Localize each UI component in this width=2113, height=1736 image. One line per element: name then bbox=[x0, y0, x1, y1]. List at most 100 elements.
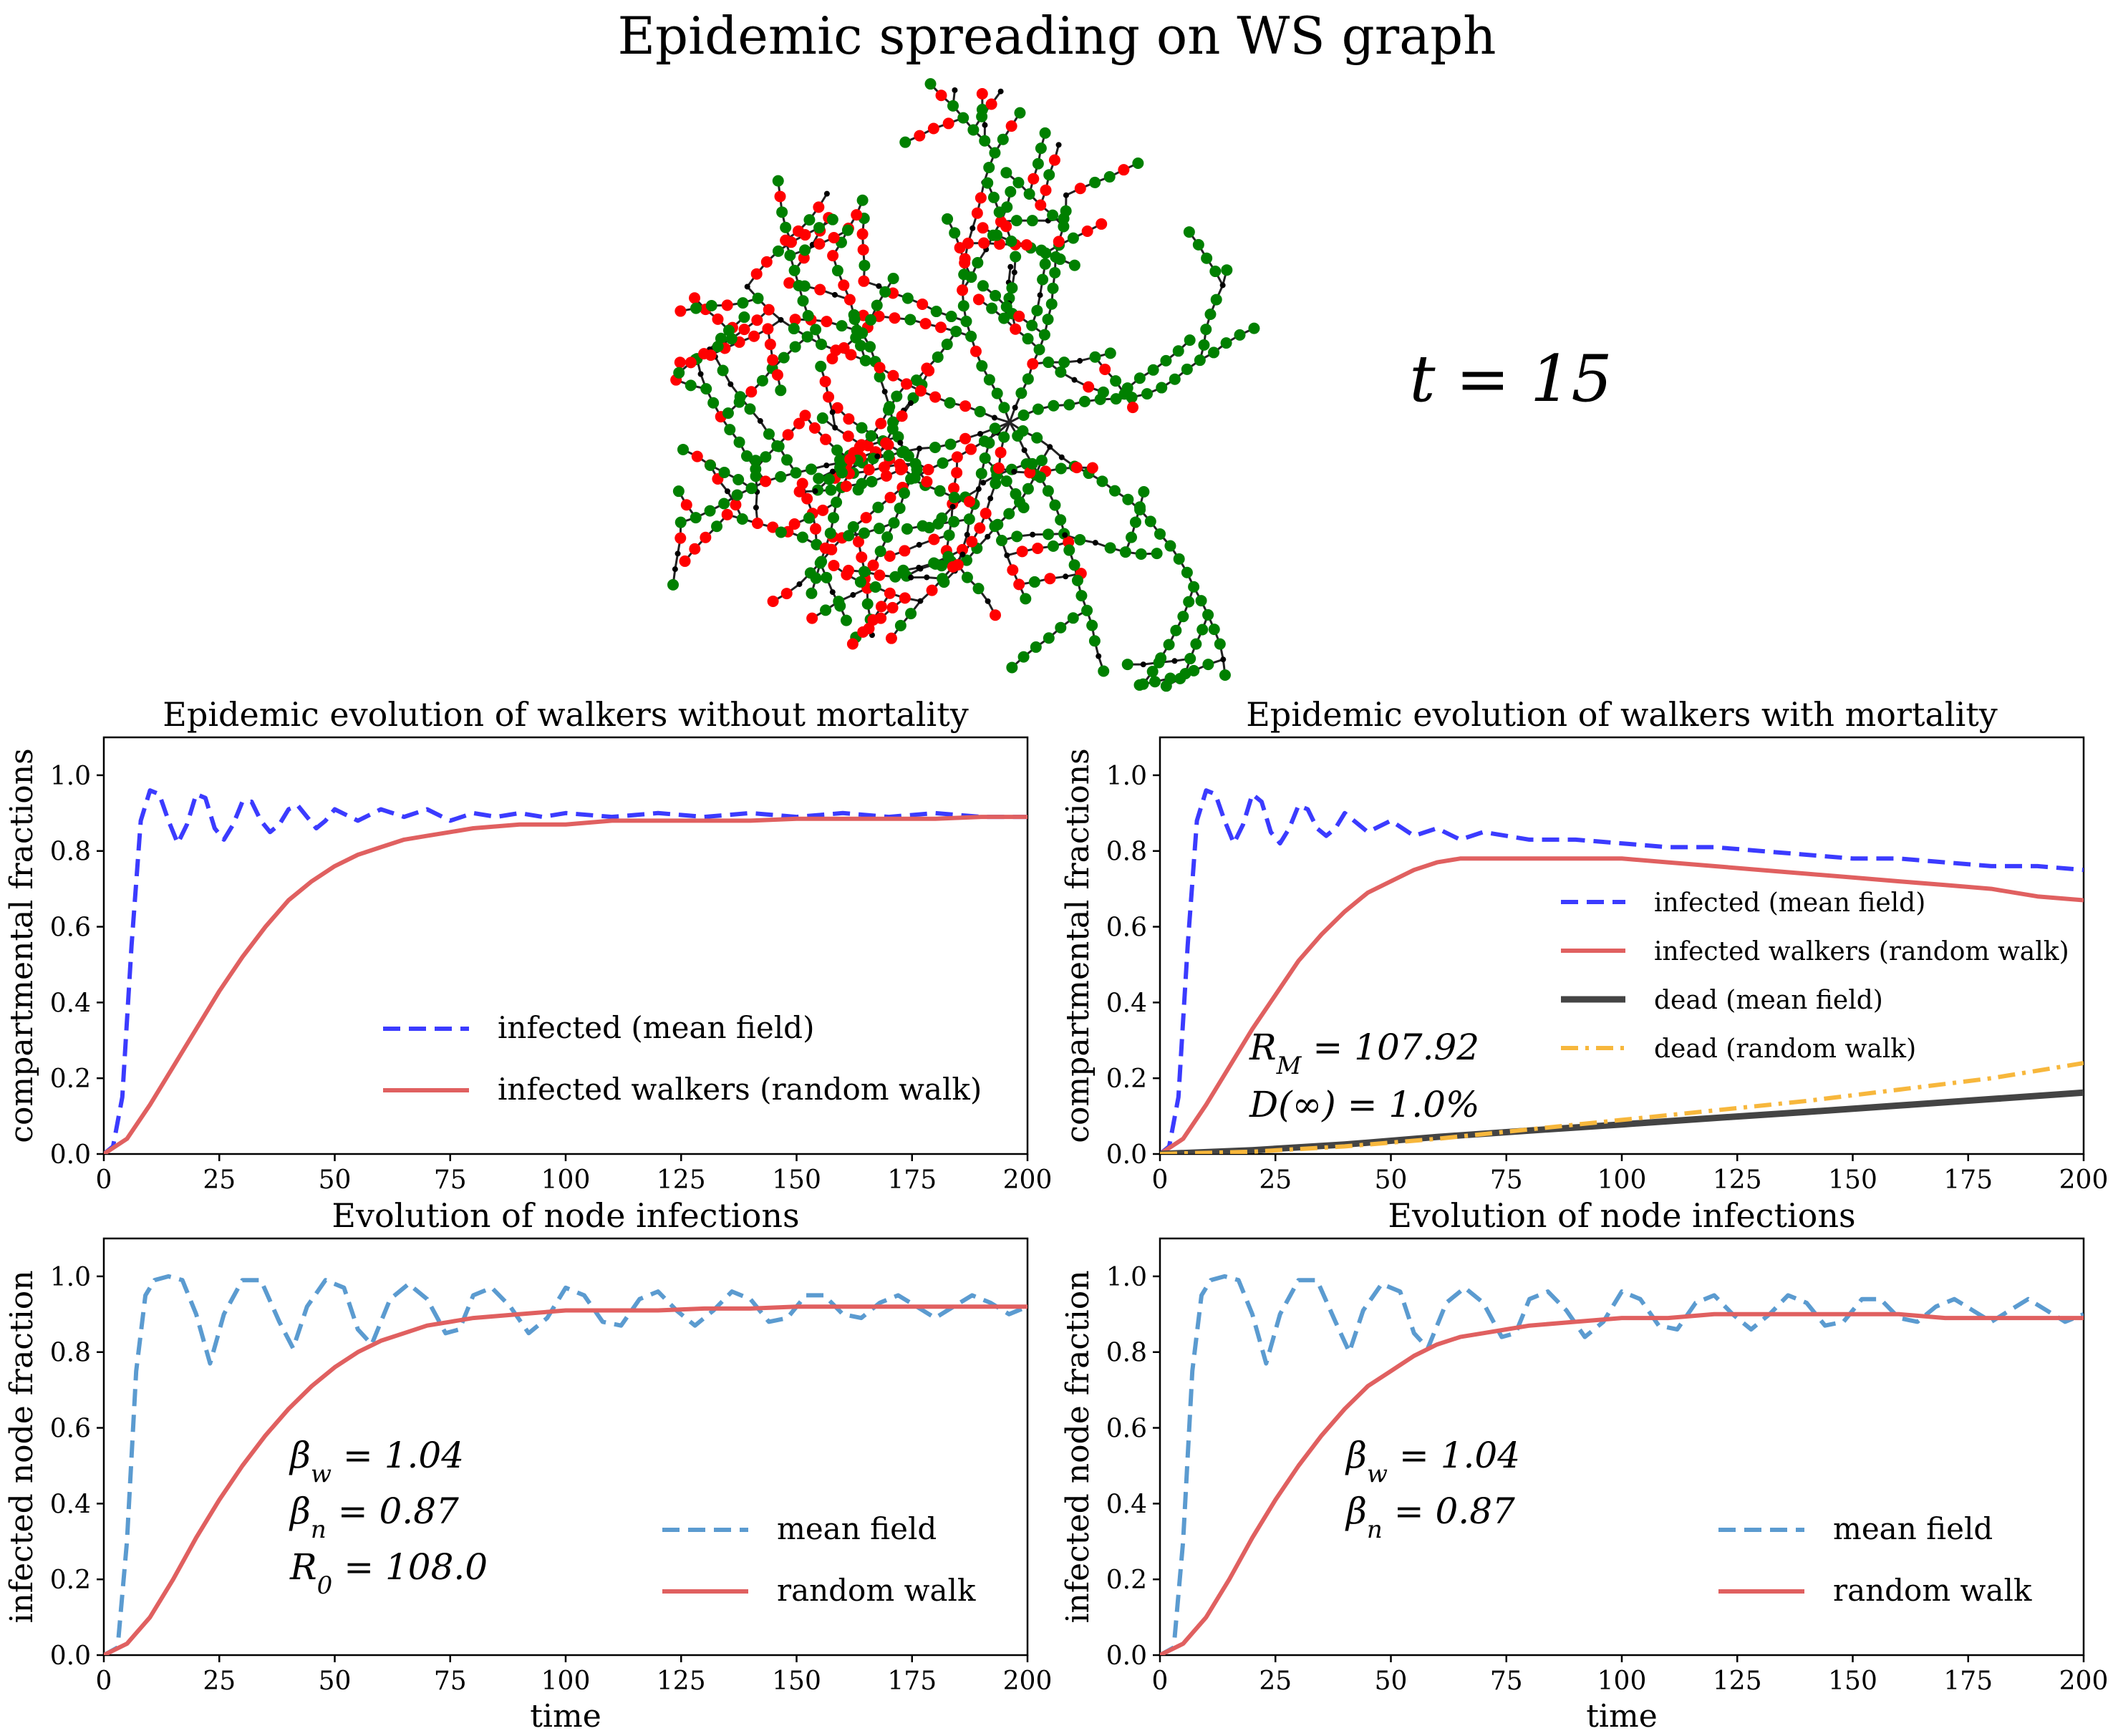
x-tick-label: 0 bbox=[1152, 1667, 1169, 1696]
x-tick-label: 50 bbox=[319, 1165, 352, 1195]
x-tick-label: 200 bbox=[1003, 1667, 1053, 1696]
x-tick-label: 25 bbox=[1259, 1667, 1292, 1696]
x-tick-label: 25 bbox=[1259, 1165, 1292, 1195]
annotation: βw = 1.04 bbox=[289, 1435, 464, 1488]
legend-label: mean field bbox=[777, 1511, 937, 1546]
figure-title: Epidemic spreading on WS graph bbox=[617, 6, 1496, 66]
chart-panels: Epidemic evolution of walkers without mo… bbox=[4, 695, 2108, 1735]
x-tick-label: 150 bbox=[772, 1165, 821, 1195]
x-tick-label: 100 bbox=[541, 1667, 591, 1696]
chart-title: Epidemic evolution of walkers without mo… bbox=[163, 695, 968, 734]
x-tick-label: 75 bbox=[434, 1165, 467, 1195]
y-tick-label: 0.4 bbox=[50, 1490, 91, 1519]
annotation: D(∞) = 1.0% bbox=[1249, 1084, 1479, 1125]
y-tick-label: 1.0 bbox=[50, 762, 91, 791]
x-tick-label: 100 bbox=[1597, 1165, 1647, 1195]
x-tick-label: 0 bbox=[96, 1165, 112, 1195]
y-tick-label: 0.6 bbox=[1106, 913, 1147, 943]
legend: infected (mean field) infected walkers (r… bbox=[383, 1010, 982, 1107]
series-line-1 bbox=[1160, 1274, 2084, 1655]
chart-title: Epidemic evolution of walkers with morta… bbox=[1246, 695, 1998, 734]
x-tick-label: 175 bbox=[887, 1165, 937, 1195]
x-tick-label: 200 bbox=[1003, 1165, 1053, 1195]
x-tick-label: 175 bbox=[1943, 1667, 1993, 1696]
network-graph-visualization bbox=[667, 78, 1260, 692]
legend-label: dead (random walk) bbox=[1654, 1034, 1916, 1064]
x-tick-label: 200 bbox=[2059, 1667, 2109, 1696]
legend: mean field random walk bbox=[662, 1511, 976, 1608]
series-line-2 bbox=[104, 1304, 1028, 1655]
y-tick-label: 0.2 bbox=[50, 1566, 91, 1595]
y-axis-label: infected node fraction bbox=[1060, 1270, 1096, 1623]
series-line-2 bbox=[104, 815, 1028, 1154]
series-line-1 bbox=[104, 788, 1028, 1154]
legend-label: dead (mean field) bbox=[1654, 986, 1883, 1015]
x-tick-label: 125 bbox=[657, 1165, 706, 1195]
y-tick-label: 0.0 bbox=[1106, 1642, 1147, 1671]
legend-label: mean field bbox=[1833, 1511, 1993, 1546]
y-tick-label: 0.8 bbox=[50, 1339, 91, 1368]
series-line-2 bbox=[1160, 1311, 2084, 1655]
y-tick-label: 0.0 bbox=[50, 1642, 91, 1671]
y-tick-label: 0.2 bbox=[1106, 1566, 1147, 1595]
y-axis-label: compartmental fractions bbox=[1060, 748, 1096, 1143]
legend-label: infected (mean field) bbox=[1654, 888, 1925, 918]
x-tick-label: 50 bbox=[319, 1667, 352, 1696]
x-tick-label: 150 bbox=[1828, 1667, 1877, 1696]
y-tick-label: 0.8 bbox=[1106, 838, 1147, 867]
y-axis-label: infected node fraction bbox=[4, 1270, 40, 1623]
y-tick-label: 0.2 bbox=[50, 1065, 91, 1094]
chart-panel-1: Epidemic evolution of walkers without mo… bbox=[4, 695, 1052, 1195]
legend-label: infected walkers (random walk) bbox=[498, 1072, 982, 1107]
legend-label: random walk bbox=[1833, 1573, 2032, 1608]
x-axis-label: time bbox=[530, 1698, 601, 1735]
x-tick-label: 50 bbox=[1375, 1667, 1408, 1696]
series-line-4 bbox=[1160, 1061, 2084, 1154]
y-tick-label: 0.8 bbox=[50, 838, 91, 867]
legend-label: infected walkers (random walk) bbox=[1654, 937, 2069, 966]
x-tick-label: 100 bbox=[1597, 1667, 1647, 1696]
x-tick-label: 125 bbox=[1713, 1165, 1762, 1195]
legend: mean field random walk bbox=[1718, 1511, 2032, 1608]
y-tick-label: 0.4 bbox=[1106, 989, 1147, 1018]
y-tick-label: 1.0 bbox=[1106, 762, 1147, 791]
x-tick-label: 150 bbox=[772, 1667, 821, 1696]
chart-panel-3: Evolution of node infections 0 25 50 75 100 12… bbox=[4, 1196, 1052, 1735]
y-tick-label: 0.0 bbox=[1106, 1140, 1147, 1170]
annotation: βn = 0.87 bbox=[289, 1490, 459, 1544]
chart-panel-2: Epidemic evolution of walkers with morta… bbox=[1060, 695, 2108, 1195]
legend-label: random walk bbox=[777, 1573, 976, 1608]
annotation: βw = 1.04 bbox=[1345, 1435, 1520, 1488]
x-tick-label: 0 bbox=[1152, 1165, 1169, 1195]
x-tick-label: 125 bbox=[657, 1667, 706, 1696]
annotation: R0 = 108.0 bbox=[289, 1546, 488, 1600]
x-tick-label: 150 bbox=[1828, 1165, 1877, 1195]
y-tick-label: 0.6 bbox=[50, 1415, 91, 1444]
x-tick-label: 175 bbox=[887, 1667, 937, 1696]
x-tick-label: 50 bbox=[1375, 1165, 1408, 1195]
graph-nodes bbox=[667, 78, 1260, 692]
y-tick-label: 0.0 bbox=[50, 1140, 91, 1170]
y-tick-label: 1.0 bbox=[50, 1263, 91, 1292]
x-tick-label: 75 bbox=[434, 1667, 467, 1696]
x-tick-label: 25 bbox=[203, 1165, 236, 1195]
x-tick-label: 200 bbox=[2059, 1165, 2109, 1195]
y-axis-label: compartmental fractions bbox=[4, 748, 40, 1143]
annotation: βn = 0.87 bbox=[1345, 1490, 1515, 1544]
x-tick-label: 125 bbox=[1713, 1667, 1762, 1696]
annotation: RM = 107.92 bbox=[1249, 1027, 1479, 1080]
x-tick-label: 0 bbox=[96, 1667, 112, 1696]
x-axis-label: time bbox=[1586, 1698, 1658, 1735]
y-tick-label: 0.6 bbox=[1106, 1415, 1147, 1444]
x-tick-label: 175 bbox=[1943, 1165, 1993, 1195]
chart-panel-4: Evolution of node infections 0 25 50 75 100 12… bbox=[1060, 1196, 2108, 1735]
y-tick-label: 0.2 bbox=[1106, 1065, 1147, 1094]
x-tick-label: 25 bbox=[203, 1667, 236, 1696]
x-tick-label: 100 bbox=[541, 1165, 591, 1195]
series-line-2 bbox=[1160, 856, 2084, 1154]
y-tick-label: 0.4 bbox=[50, 989, 91, 1018]
series-line-1 bbox=[104, 1274, 1028, 1655]
chart-title: Evolution of node infections bbox=[1388, 1196, 1855, 1235]
time-label: t = 15 bbox=[1409, 341, 1612, 417]
